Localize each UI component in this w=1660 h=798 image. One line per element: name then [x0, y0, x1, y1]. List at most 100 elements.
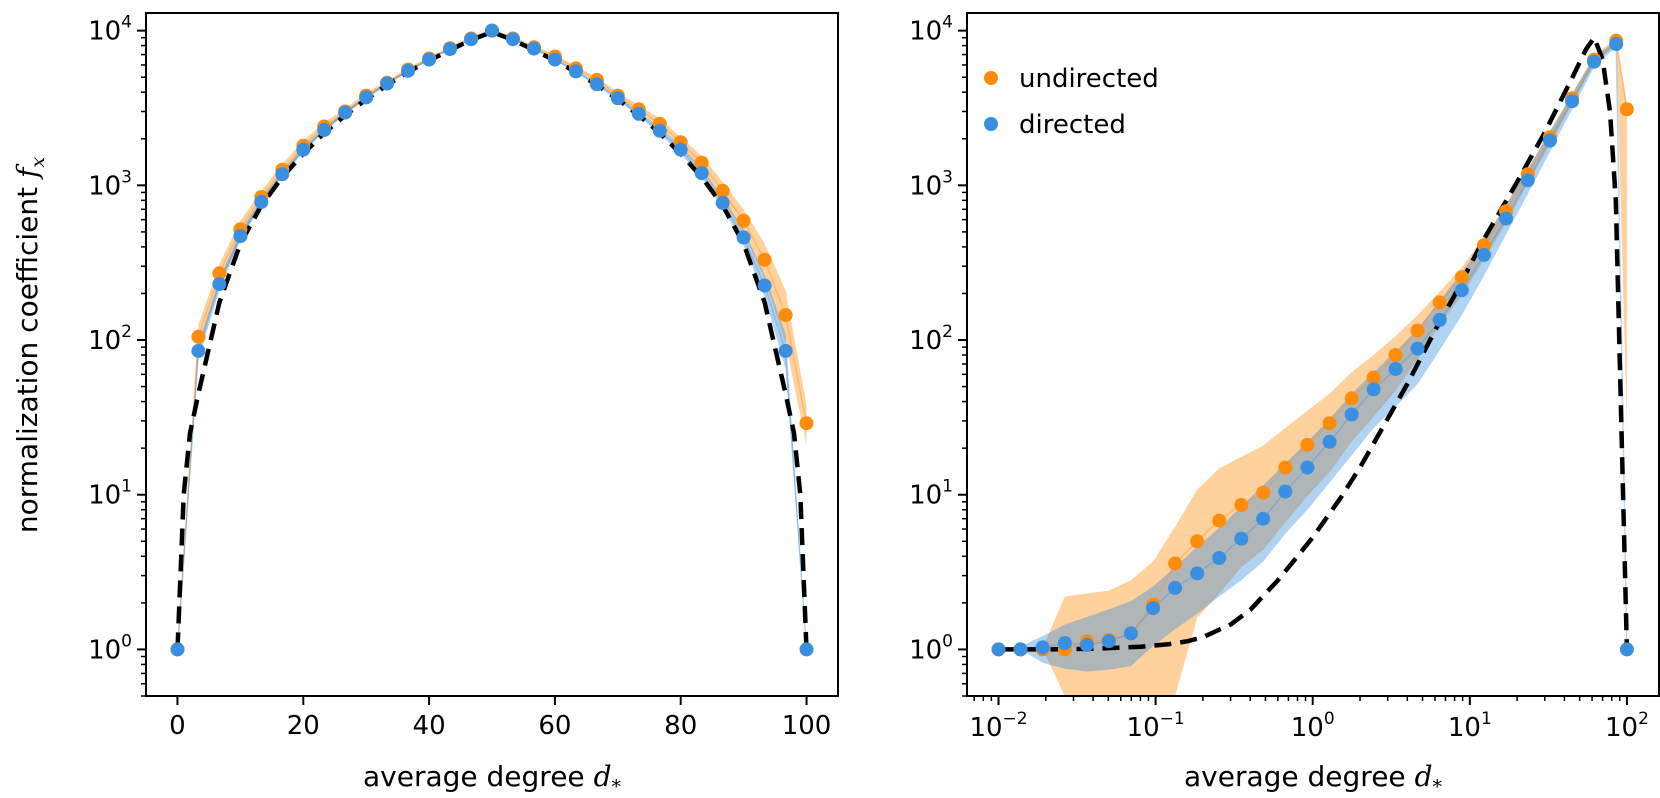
left-trend-directed: [176, 29, 808, 650]
right-ytick-label: 101: [909, 477, 953, 511]
left-point-directed-26: [715, 195, 730, 210]
left-point-undirected-29: [778, 308, 793, 323]
right-point-undirected-18: [1388, 348, 1403, 362]
left-point-undirected-28: [757, 252, 772, 267]
left-point-directed-28: [757, 278, 772, 293]
left-point-directed-15: [485, 23, 499, 38]
left-ytick-label: 103: [88, 167, 132, 201]
left-panel: 0 20 40 60 80 100 100 101 102 103 104 average deg…: [11, 12, 839, 798]
left-xtick-label: 80: [664, 711, 697, 741]
right-point-directed-4: [1079, 637, 1094, 652]
right-x-axis-label: average degree d*: [1184, 760, 1443, 798]
left-ytick-label: 102: [88, 322, 132, 356]
legend: undirected directed: [984, 64, 1159, 140]
left-point-directed-18: [547, 52, 562, 67]
left-point-directed-9: [359, 90, 374, 105]
right-y-axis-ticks: 100 101 102 103 104: [909, 13, 967, 697]
left-point-directed-16: [505, 32, 520, 47]
left-point-undirected-1: [191, 329, 206, 344]
right-point-directed-2: [1035, 640, 1050, 655]
left-point-directed-11: [401, 63, 416, 78]
right-point-undirected-12: [1256, 485, 1271, 500]
right-point-undirected-9: [1190, 534, 1205, 549]
right-xtick-label: 10−1: [1127, 709, 1185, 743]
right-point-directed-27: [1587, 54, 1602, 69]
right-point-undirected-16: [1344, 391, 1359, 406]
left-point-undirected-26: [715, 183, 730, 198]
right-point-directed-6: [1123, 626, 1138, 641]
left-point-undirected-25: [694, 155, 709, 170]
right-point-undirected-15: [1322, 416, 1337, 431]
left-ytick-label: 101: [88, 477, 132, 511]
left-plot-frame: [145, 12, 839, 697]
left-point-directed-3: [233, 229, 248, 244]
left-series-lines: [175, 29, 809, 650]
left-xtick-label: 20: [287, 711, 320, 741]
left-point-directed-12: [422, 52, 437, 67]
right-confidence-bands: [998, 37, 1627, 696]
right-xtick-label: 100: [1291, 709, 1335, 743]
right-point-directed-18: [1388, 362, 1403, 376]
left-point-directed-7: [317, 123, 332, 137]
right-point-undirected-17: [1366, 370, 1381, 385]
right-scatter-points: [991, 33, 1634, 657]
left-point-directed-23: [652, 123, 667, 138]
left-point-directed-19: [568, 64, 583, 79]
left-point-directed-20: [589, 77, 604, 92]
left-y-axis-ticks: 100 101 102 103 104: [88, 13, 146, 697]
left-point-undirected-2: [212, 266, 227, 281]
y-axis-label: normalization coefficient fx: [11, 157, 49, 534]
right-point-undirected-10: [1212, 513, 1227, 528]
left-ytick-label: 104: [88, 13, 132, 47]
right-point-undirected-19: [1410, 323, 1425, 338]
left-point-directed-24: [673, 142, 688, 157]
right-xtick-label: 102: [1605, 709, 1649, 743]
legend-marker-undirected: [984, 71, 998, 85]
right-point-directed-7: [1146, 601, 1160, 616]
right-point-undirected-20: [1432, 295, 1447, 310]
left-xtick-label: 100: [782, 711, 832, 741]
legend-label-undirected: undirected: [1019, 64, 1159, 94]
left-x-axis-label: average degree d*: [363, 760, 622, 798]
legend-label-directed: directed: [1019, 110, 1126, 140]
left-point-directed-1: [191, 343, 206, 358]
left-point-directed-29: [778, 343, 793, 358]
right-ytick-label: 100: [909, 631, 953, 665]
right-ytick-label: 102: [909, 322, 953, 356]
left-point-directed-4: [254, 195, 269, 209]
left-point-directed-5: [275, 167, 290, 182]
right-point-directed-21: [1454, 283, 1469, 298]
right-point-directed-9: [1190, 566, 1205, 581]
left-point-directed-8: [338, 105, 353, 120]
right-point-directed-19: [1410, 341, 1425, 356]
right-point-directed-14: [1300, 460, 1315, 475]
left-xtick-label: 60: [538, 711, 571, 741]
right-panel: 10−2 10−1 100 101 102 100 101 102 103 104 averag…: [909, 12, 1660, 798]
right-point-undirected-8: [1168, 556, 1183, 571]
left-scatter-points: [170, 23, 814, 657]
left-x-axis-ticks: 0 20 40 60 80 100: [169, 696, 831, 741]
right-point-directed-24: [1520, 173, 1535, 188]
left-trend-undirected: [176, 29, 808, 650]
left-point-undirected-30: [799, 416, 814, 431]
right-point-directed-10: [1212, 551, 1227, 565]
right-point-undirected-14: [1300, 437, 1315, 452]
right-point-directed-22: [1477, 247, 1491, 262]
left-confidence-bands: [177, 29, 807, 650]
right-point-undirected-13: [1278, 460, 1293, 475]
right-point-directed-3: [1057, 636, 1072, 650]
right-point-undirected-21: [1454, 270, 1469, 285]
right-point-directed-1: [1013, 642, 1028, 657]
left-ytick-label: 100: [88, 631, 132, 665]
left-point-directed-13: [443, 42, 457, 57]
left-point-directed-2: [212, 277, 227, 292]
right-xtick-label: 10−2: [969, 709, 1027, 743]
left-dashed-curve: [175, 29, 809, 650]
left-xtick-label: 0: [169, 711, 186, 741]
right-point-directed-12: [1256, 511, 1271, 526]
right-x-axis-ticks: 10−2 10−1 100 101 102: [969, 696, 1649, 743]
right-point-directed-25: [1543, 133, 1557, 148]
right-ytick-label: 103: [909, 167, 953, 201]
left-point-directed-17: [527, 41, 541, 56]
